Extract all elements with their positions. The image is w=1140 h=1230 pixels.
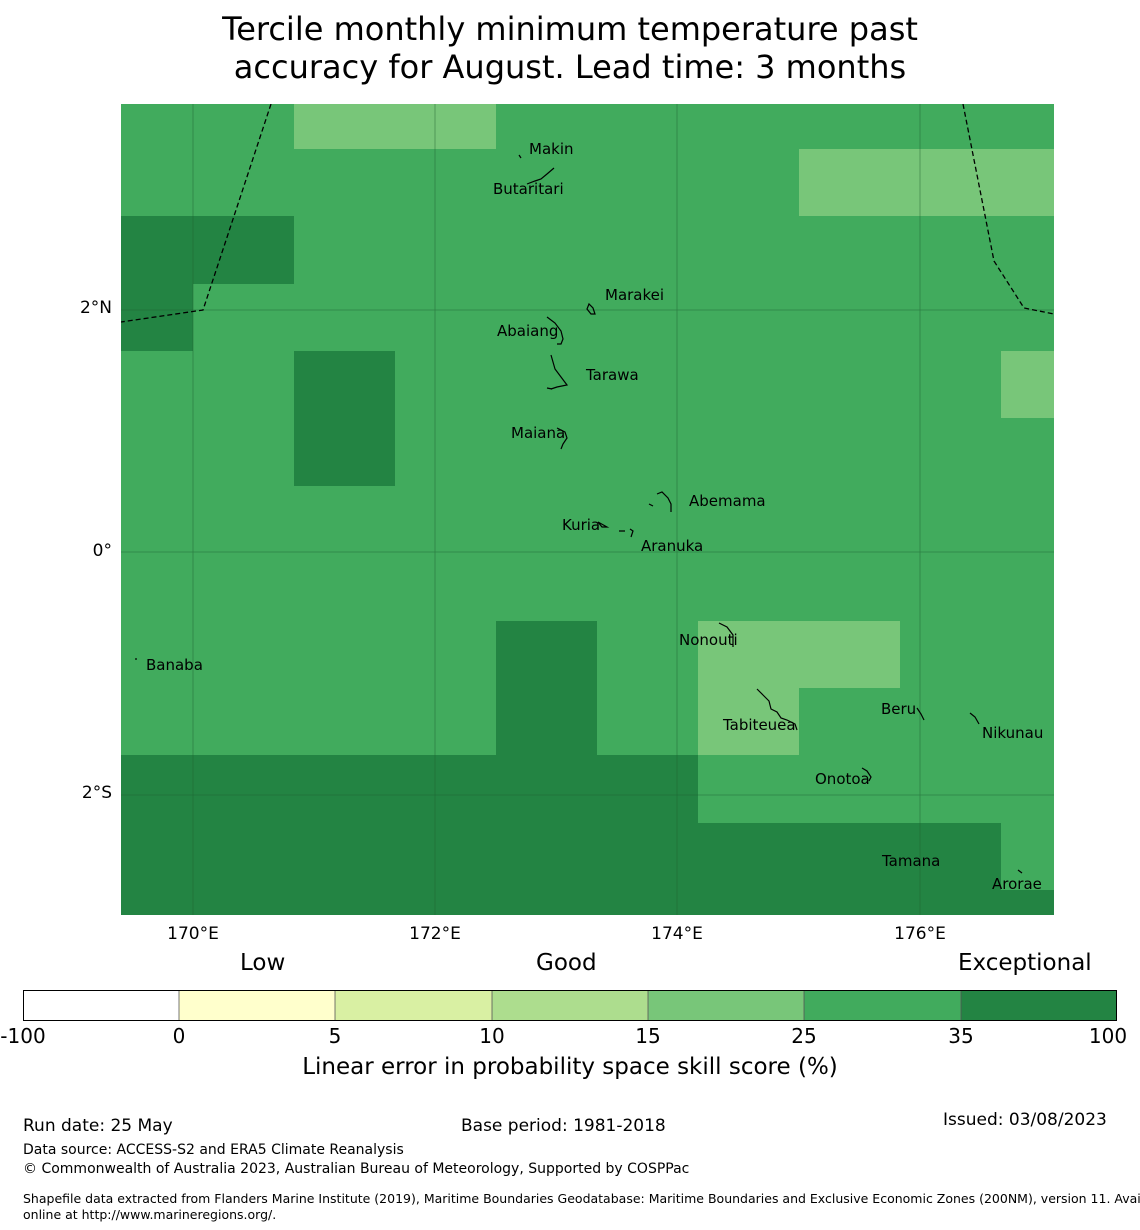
label-marakei: Marakei (605, 286, 664, 304)
label-nikunau: Nikunau (982, 724, 1043, 742)
colorbar-tick: 0 (172, 1024, 186, 1048)
arorae-atoll (1017, 869, 1023, 874)
grid-cell-pale (1001, 351, 1054, 418)
label-abemama: Abemama (689, 492, 766, 510)
abemama-atoll (656, 491, 672, 512)
label-kuria: Kuria (562, 516, 600, 534)
aranuka-atoll (619, 528, 634, 538)
marakei-atoll (586, 302, 596, 315)
grid-cell-dark (121, 755, 698, 915)
island-outlines (135, 154, 1023, 874)
colorbar-segment (335, 990, 492, 1021)
grid-cell-dark (496, 621, 597, 755)
island-labels: Makin Butaritari Marakei Abaiang Tarawa … (146, 140, 1043, 893)
maiana-atoll (556, 427, 568, 450)
abaiang-atoll (546, 316, 564, 345)
tarawa-islet (546, 387, 553, 390)
issued-date: Issued: 03/08/2023 (943, 1110, 1107, 1130)
colorbar-tick: 25 (791, 1024, 817, 1048)
kuria-atoll (597, 521, 610, 528)
lat-label-0: 0° (92, 541, 112, 561)
colorbar-title: Linear error in probability space skill … (302, 1054, 838, 1080)
abemama-islet (648, 503, 654, 507)
lon-label-172e: 172°E (409, 924, 461, 944)
colorbar-segment (961, 990, 1117, 1021)
label-banaba: Banaba (146, 656, 203, 674)
grid-cell-pale (698, 688, 799, 755)
label-beru: Beru (881, 700, 916, 718)
run-date: Run date: 25 May (23, 1116, 173, 1136)
colorbar-tick: 15 (635, 1024, 661, 1048)
nikunau-atoll (969, 712, 980, 725)
colorbar-segment (492, 990, 648, 1021)
label-nonouti: Nonouti (679, 631, 738, 649)
lon-label-174e: 174°E (651, 924, 703, 944)
colorbar-tick: -100 (0, 1024, 46, 1048)
lon-label-170e: 170°E (167, 924, 219, 944)
grid-cell-dark (1001, 890, 1054, 915)
colorbar-tick: 10 (479, 1024, 505, 1048)
label-makin: Makin (529, 140, 574, 158)
lon-label-176e: 176°E (894, 924, 946, 944)
eez-boundary-east (962, 104, 1054, 315)
legend-category-exceptional: Exceptional (958, 950, 1092, 976)
grid-cell-dark (698, 823, 1001, 915)
label-tamana: Tamana (881, 852, 940, 870)
tabiteuea-atoll (756, 688, 798, 731)
tarawa-atoll (550, 354, 569, 390)
onotoa-atoll (861, 767, 872, 782)
eez-boundary-west (121, 104, 272, 323)
data-source: Data source: ACCESS-S2 and ERA5 Climate … (23, 1142, 404, 1158)
title-line-1: Tercile monthly minimum temperature past (222, 10, 918, 48)
label-tabiteuea: Tabiteuea (722, 716, 796, 734)
legend-category-good: Good (536, 950, 597, 976)
label-abaiang: Abaiang (497, 322, 558, 340)
colorbar-tick: 100 (1088, 1024, 1128, 1048)
shapefile-credit: Shapefile data extracted from Flanders M… (23, 1191, 1140, 1223)
title-line-2: accuracy for August. Lead time: 3 months (233, 48, 907, 86)
colorbar-segment (648, 990, 804, 1021)
skill-map: Makin Butaritari Marakei Abaiang Tarawa … (121, 104, 1054, 915)
label-onotoa: Onotoa (815, 770, 870, 788)
grid-cell-dark (121, 284, 193, 351)
map-canvas: Makin Butaritari Marakei Abaiang Tarawa … (121, 104, 1054, 915)
label-aranuka: Aranuka (641, 537, 703, 555)
colorbar-segment (804, 990, 961, 1021)
grid-cell-dark (121, 216, 294, 284)
beru-atoll (916, 707, 925, 721)
colorbar-tick: 35 (948, 1024, 974, 1048)
label-tarawa: Tarawa (585, 366, 639, 384)
lat-label-2s: 2°S (81, 783, 112, 803)
map-title: Tercile monthly minimum temperature past… (0, 10, 1140, 86)
grid-cell-dark (294, 351, 395, 486)
colorbar-segment (179, 990, 335, 1021)
label-butaritari: Butaritari (493, 180, 564, 198)
shapefile-credit-line-2: online at http://www.marineregions.org/. (23, 1207, 277, 1222)
grid-cell-pale (698, 621, 900, 688)
label-arorae: Arorae (992, 875, 1042, 893)
legend-category-low: Low (240, 950, 286, 976)
butaritari-atoll (526, 167, 555, 185)
copyright: © Commonwealth of Australia 2023, Austra… (23, 1161, 690, 1177)
lat-label-2n: 2°N (79, 298, 112, 318)
base-period: Base period: 1981-2018 (461, 1116, 666, 1136)
grid-cell-pale (294, 104, 496, 149)
colorbar-tick: 5 (328, 1024, 342, 1048)
label-maiana: Maiana (511, 424, 565, 442)
colorbar-frame (23, 990, 1117, 1021)
colorbar (23, 990, 1117, 1021)
grid-cell-pale (799, 149, 1054, 216)
shapefile-credit-line-1: Shapefile data extracted from Flanders M… (23, 1191, 1140, 1206)
colorbar-segment (23, 990, 179, 1021)
makin-atoll (518, 154, 522, 159)
nonouti-atoll (718, 622, 734, 647)
